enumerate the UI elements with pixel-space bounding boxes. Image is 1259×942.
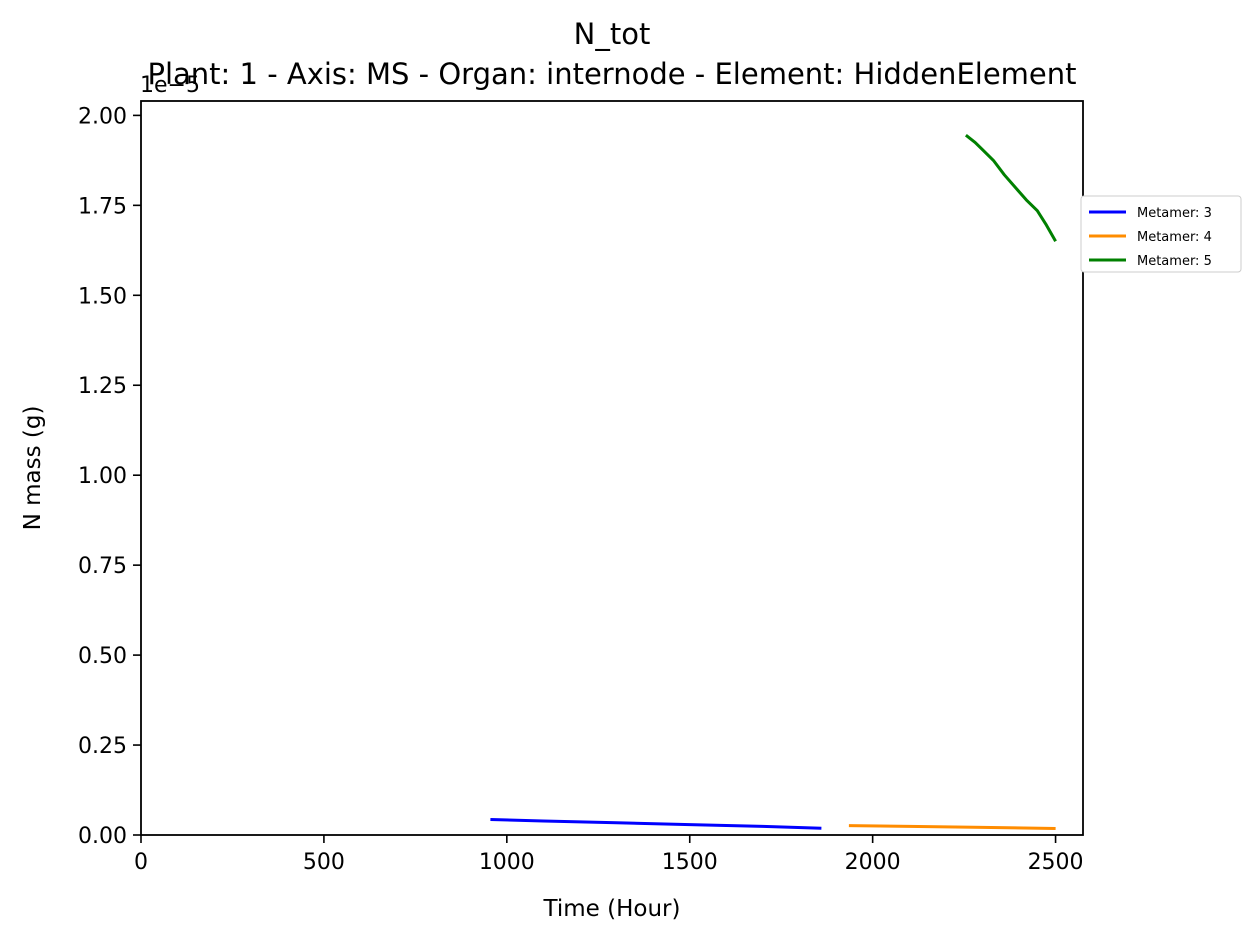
y-tick-label: 0.25 (78, 734, 127, 759)
series-line-metamer-3 (490, 818, 822, 830)
series-line-metamer-5 (964, 134, 1057, 243)
x-tick-label: 0 (134, 850, 148, 875)
x-axis-label: Time (Hour) (543, 896, 681, 922)
legend: Metamer: 3 Metamer: 4 Metamer: 5 (1080, 195, 1242, 273)
y-tick-label: 0.00 (78, 824, 127, 849)
y-tick-label: 1.50 (78, 284, 127, 309)
x-tick-label: 1000 (479, 850, 535, 875)
series-lines (490, 134, 1057, 830)
x-axis-ticks: 0 500 1000 1500 2000 2500 (134, 835, 1084, 875)
legend-label: Metamer: 5 (1137, 254, 1212, 269)
x-tick-label: 1500 (662, 850, 718, 875)
legend-label: Metamer: 3 (1137, 206, 1212, 221)
plot-frame (140, 100, 1084, 836)
legend-box (1080, 195, 1242, 273)
chart-subtitle: Plant: 1 - Axis: MS - Organ: internode -… (147, 57, 1076, 91)
x-tick-label: 2500 (1028, 850, 1084, 875)
chart-title: N_tot (574, 17, 651, 51)
y-axis-ticks: 0.00 0.25 0.50 0.75 1.00 1.25 1.50 1.75 2.00 (78, 104, 141, 849)
series-line-metamer-4 (848, 824, 1056, 830)
y-tick-label: 1.00 (78, 464, 127, 489)
x-tick-label: 500 (303, 850, 345, 875)
y-axis-label: N mass (g) (20, 406, 46, 531)
y-offset-label: 1e−5 (140, 73, 200, 98)
x-tick-label: 2000 (845, 850, 901, 875)
legend-label: Metamer: 4 (1137, 230, 1212, 245)
y-tick-label: 2.00 (78, 104, 127, 129)
y-tick-label: 0.50 (78, 644, 127, 669)
y-tick-label: 1.75 (78, 194, 127, 219)
y-tick-label: 0.75 (78, 554, 127, 579)
y-tick-label: 1.25 (78, 374, 127, 399)
